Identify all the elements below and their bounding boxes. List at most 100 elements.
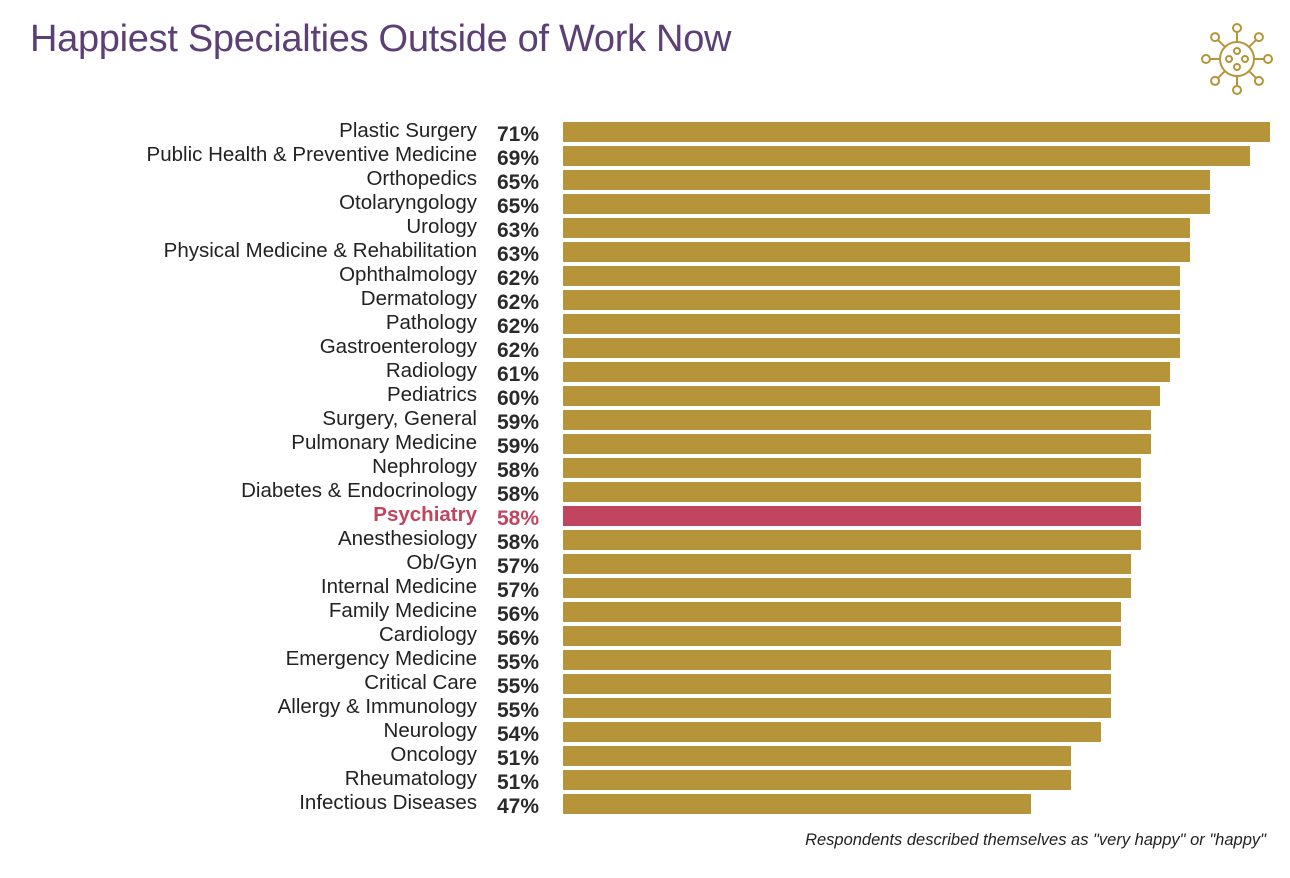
value-label: 58%: [497, 459, 540, 482]
value-label: 54%: [497, 723, 540, 746]
category-label: Critical Care: [364, 671, 477, 694]
virus-spike-tip: [1253, 75, 1264, 86]
category-label: Cardiology: [379, 623, 477, 646]
category-label: Nephrology: [372, 455, 477, 478]
virus-spike-tip: [1210, 75, 1221, 86]
category-label: Gastroenterology: [319, 335, 477, 358]
value-label: 58%: [497, 507, 540, 530]
category-label: Plastic Surgery: [339, 119, 477, 142]
bar: [563, 170, 1211, 190]
category-label: Anesthesiology: [337, 527, 477, 550]
bar: [563, 338, 1181, 358]
bar: [563, 242, 1191, 262]
virus-spike: [1217, 39, 1226, 48]
footnote: Respondents described themselves as "ver…: [805, 831, 1266, 849]
bar: [563, 770, 1071, 790]
value-label: 51%: [497, 771, 540, 794]
category-label: Otolaryngology: [339, 191, 477, 214]
category-label: Neurology: [383, 719, 477, 742]
value-label: 65%: [497, 195, 540, 218]
bar: [563, 410, 1151, 430]
value-label: 61%: [497, 363, 540, 386]
virus-spike-tip: [1253, 32, 1264, 43]
virus-spike-tip: [1263, 54, 1273, 64]
virus-spike: [1248, 39, 1257, 48]
category-label: Orthopedics: [366, 167, 477, 190]
value-label: 69%: [497, 147, 540, 170]
value-label: 71%: [497, 123, 540, 146]
value-label: 56%: [497, 603, 540, 626]
value-label: 63%: [497, 219, 540, 242]
bar: [563, 290, 1181, 310]
value-label: 47%: [497, 795, 540, 818]
bar: [563, 386, 1161, 406]
category-label: Surgery, General: [322, 407, 477, 430]
bar: [563, 650, 1111, 670]
category-label: Dermatology: [360, 287, 477, 310]
virus-spike-tip: [1210, 32, 1221, 43]
bar: [563, 722, 1101, 742]
value-label: 63%: [497, 243, 540, 266]
virus-spike-tip: [1232, 23, 1242, 33]
value-label: 58%: [497, 483, 540, 506]
bar: [563, 626, 1121, 646]
category-label: Allergy & Immunology: [277, 695, 477, 718]
value-label: 56%: [497, 627, 540, 650]
virus-spike-tip: [1232, 85, 1242, 95]
category-label: Family Medicine: [328, 599, 477, 622]
category-label: Ophthalmology: [339, 263, 477, 286]
value-label: 58%: [497, 531, 540, 554]
virus-spike-tip: [1201, 54, 1211, 64]
bar: [563, 362, 1171, 382]
value-label: 55%: [497, 699, 540, 722]
bar: [563, 602, 1121, 622]
value-label: 60%: [497, 387, 540, 410]
value-label: 62%: [497, 315, 540, 338]
value-label: 62%: [497, 291, 540, 314]
category-label: Rheumatology: [344, 767, 477, 790]
category-label: Public Health & Preventive Medicine: [146, 143, 477, 166]
bar: [563, 578, 1131, 598]
category-label: Physical Medicine & Rehabilitation: [163, 239, 477, 262]
category-label: Diabetes & Endocrinology: [241, 479, 477, 502]
bar: [563, 746, 1071, 766]
bar: [563, 506, 1141, 526]
value-label: 59%: [497, 411, 540, 434]
category-label: Pulmonary Medicine: [291, 431, 477, 454]
bar: [563, 794, 1031, 814]
category-label: Infectious Diseases: [299, 791, 477, 814]
bar: [563, 482, 1141, 502]
virus-spike: [1217, 70, 1226, 79]
category-label: Emergency Medicine: [285, 647, 477, 670]
virus-spike: [1248, 70, 1257, 79]
virus-icon: [1201, 23, 1273, 95]
bar: [563, 314, 1181, 334]
category-label: Radiology: [385, 359, 477, 382]
category-label: Oncology: [390, 743, 477, 766]
category-label: Pathology: [385, 311, 477, 334]
bar: [563, 554, 1131, 574]
value-label: 65%: [497, 171, 540, 194]
value-label: 57%: [497, 555, 540, 578]
value-label: 55%: [497, 651, 540, 674]
category-label: Internal Medicine: [320, 575, 477, 598]
bar: [563, 122, 1270, 142]
bar: [563, 458, 1141, 478]
bar: [563, 146, 1251, 166]
bar: [563, 698, 1111, 718]
category-label: Urology: [406, 215, 477, 238]
chart-title: Happiest Specialties Outside of Work Now: [30, 18, 732, 60]
category-label: Pediatrics: [386, 383, 477, 406]
value-label: 62%: [497, 267, 540, 290]
bar: [563, 530, 1141, 550]
bar: [563, 266, 1181, 286]
bar: [563, 218, 1191, 238]
bar: [563, 434, 1151, 454]
category-label: Psychiatry: [373, 503, 477, 526]
value-label: 51%: [497, 747, 540, 770]
value-label: 62%: [497, 339, 540, 362]
bar: [563, 674, 1111, 694]
category-label: Ob/Gyn: [406, 551, 477, 574]
bar: [563, 194, 1211, 214]
